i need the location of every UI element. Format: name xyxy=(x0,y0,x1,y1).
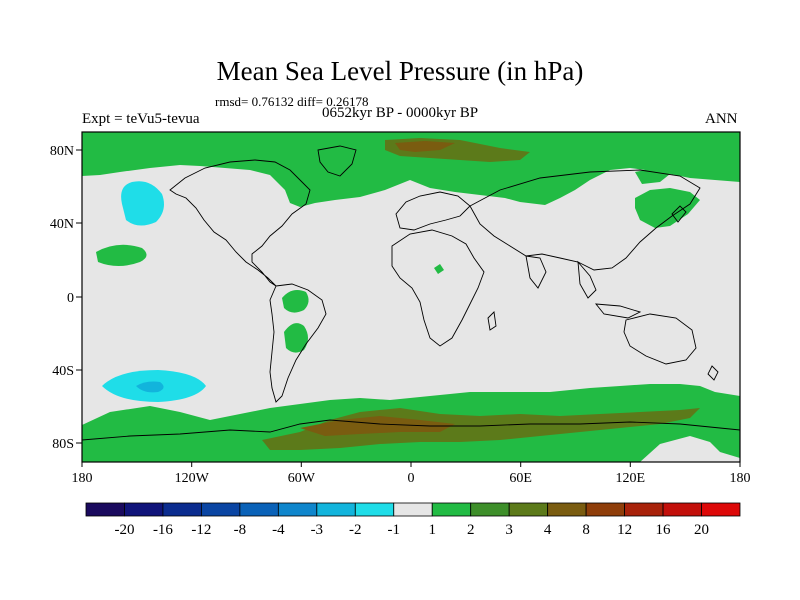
colorbar-swatch xyxy=(201,502,241,517)
colorbar-label: 12 xyxy=(617,522,632,538)
colorbar-label: 8 xyxy=(582,522,590,538)
colorbar-swatch xyxy=(662,502,702,517)
lon-label-60w: 60W xyxy=(288,471,316,486)
anomaly-antarctic-low xyxy=(640,436,740,462)
lon-label-0: 0 xyxy=(408,471,415,486)
coastlines xyxy=(81,145,741,441)
anomaly-north-pacific-low xyxy=(121,181,164,226)
colorbar-label: 16 xyxy=(656,522,672,538)
lat-label-40n: 40N xyxy=(50,217,74,232)
colorbar-label: -4 xyxy=(272,522,285,538)
anomaly-pacific-small xyxy=(96,244,147,266)
colorbar-swatch xyxy=(354,502,395,517)
colorbar-swatch xyxy=(239,502,279,517)
colorbar-label: 20 xyxy=(694,522,709,538)
experiment-label: Expt = teVu5-tevua xyxy=(82,111,200,127)
colorbar-swatch xyxy=(431,502,472,517)
colorbar-swatch xyxy=(624,502,664,517)
anomaly-africa xyxy=(434,264,444,274)
colorbar-label: -8 xyxy=(234,522,247,538)
colorbar-label: -1 xyxy=(388,522,401,538)
colorbar-label: -3 xyxy=(311,522,324,538)
colorbar-label: -20 xyxy=(114,522,134,538)
colorbar-swatch xyxy=(508,502,549,517)
lat-label-eq: 0 xyxy=(67,291,74,306)
colorbar-swatch xyxy=(393,502,433,517)
lon-label-180w: 180 xyxy=(72,471,93,486)
lat-label-40s: 40S xyxy=(52,364,74,379)
tick-marks xyxy=(76,149,741,467)
lat-label-80s: 80S xyxy=(52,437,74,452)
colorbar-swatch xyxy=(85,502,125,517)
colorbar-label: 2 xyxy=(467,522,475,538)
colorbar-swatch xyxy=(162,502,202,517)
colorbar-swatch xyxy=(701,502,741,517)
lon-label-120w: 120W xyxy=(175,471,210,486)
anomaly-layer xyxy=(82,132,740,462)
anomaly-greenland xyxy=(310,148,340,164)
colorbar-swatch xyxy=(124,502,164,517)
anomaly-nw-pacific xyxy=(635,188,700,228)
colorbar-label: 3 xyxy=(505,522,513,538)
anomaly-far-east xyxy=(635,168,670,184)
colorbar-label: -16 xyxy=(153,522,173,538)
lon-label-60e: 60E xyxy=(509,471,532,486)
stats-label: rmsd= 0.76132 diff= 0.26178 xyxy=(215,94,369,109)
lon-label-120e: 120E xyxy=(616,471,646,486)
anomaly-arctic-band xyxy=(82,132,740,207)
anomaly-amazon xyxy=(282,290,309,313)
colorbar-swatch xyxy=(470,502,510,517)
anomaly-south-pacific-core xyxy=(136,381,164,393)
anomaly-arctic-brown xyxy=(395,141,455,152)
colorbar-label: 4 xyxy=(544,522,552,538)
period-label: 0652kyr BP - 0000kyr BP xyxy=(322,105,479,121)
season-label: ANN xyxy=(705,111,738,127)
lat-label-80n: 80N xyxy=(50,144,74,159)
colorbar-swatch xyxy=(316,502,356,517)
anomaly-south-america xyxy=(284,323,308,353)
colorbar-label: -2 xyxy=(349,522,362,538)
colorbar-label: -12 xyxy=(191,522,211,538)
colorbar-swatch xyxy=(277,502,318,517)
lon-label-180e: 180 xyxy=(730,471,751,486)
colorbar: -20 -16 -12 -8 -4 -3 -2 -1 1 2 3 4 8 12 16 20 xyxy=(85,502,741,538)
colorbar-label: 1 xyxy=(428,522,436,538)
map-panel: 80N 40N 0 40S 80S 180 120W 60W 0 60E 120… xyxy=(50,131,751,486)
colorbar-swatch xyxy=(585,502,625,517)
map-title: Mean Sea Level Pressure (in hPa) xyxy=(216,56,584,86)
colorbar-swatch xyxy=(547,502,587,517)
